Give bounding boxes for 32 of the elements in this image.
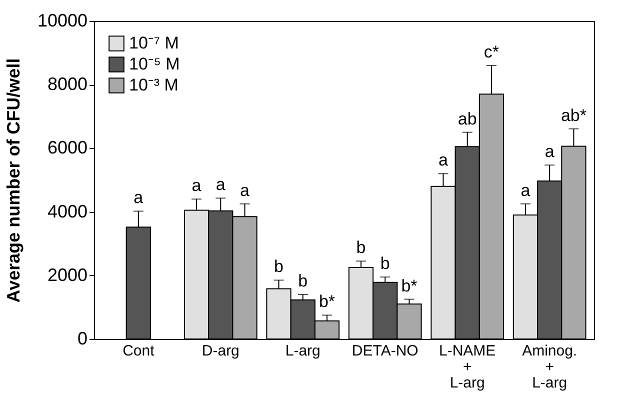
data-label: b xyxy=(380,254,390,273)
data-label: c* xyxy=(484,42,500,62)
x-tick-label: D-arg xyxy=(202,342,240,360)
x-tick-label: L-NAME + L-arg xyxy=(439,342,496,392)
data-label: ab xyxy=(458,109,477,128)
data-label: b* xyxy=(401,276,418,296)
y-tick-label: 4000 xyxy=(47,201,88,222)
y-tick-label: 6000 xyxy=(47,138,88,158)
y-tick-label: 0 xyxy=(77,328,88,348)
data-label: b xyxy=(274,257,284,276)
data-label: a xyxy=(544,142,555,162)
data-label: a xyxy=(192,176,202,196)
y-tick-label: 10000 xyxy=(37,10,88,30)
data-label: ab* xyxy=(560,106,587,125)
data-label: a xyxy=(134,188,144,208)
y-tick-label: 2000 xyxy=(47,264,88,285)
legend-label: 10⁻⁵ M xyxy=(129,54,180,74)
x-tick-label: L-arg xyxy=(285,342,320,360)
data-label: b* xyxy=(318,292,336,312)
y-tick-label: 8000 xyxy=(47,74,88,94)
x-tick-label: Aminog. + L-arg xyxy=(522,342,578,392)
legend-label: 10⁻⁷ M xyxy=(129,34,179,52)
y-axis-title: Average number of CFU/well xyxy=(3,58,24,303)
data-label: a xyxy=(520,180,531,200)
data-label: a xyxy=(240,180,250,200)
legend-label: 10⁻³ M xyxy=(129,76,178,94)
data-label: a xyxy=(216,175,226,194)
x-tick-label: Cont xyxy=(122,342,156,360)
x-tick-label: DETA-NO xyxy=(352,342,418,360)
data-label: b xyxy=(356,238,366,258)
data-label: a xyxy=(438,150,448,170)
data-label: b xyxy=(298,271,308,290)
